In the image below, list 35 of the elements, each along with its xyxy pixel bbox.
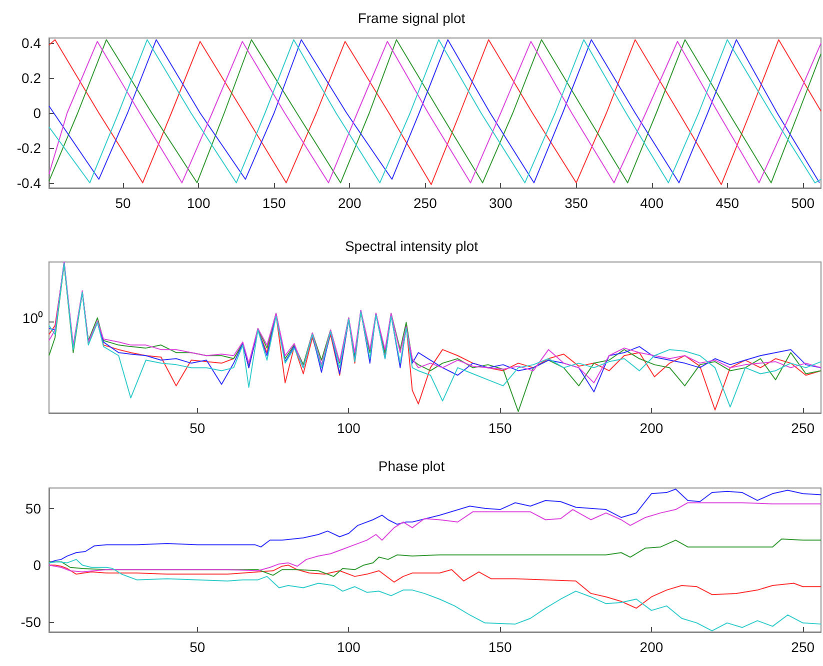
x-tick-label: 200 <box>640 639 664 655</box>
chart-title: Frame signal plot <box>358 10 466 26</box>
y-tick-label: 0.4 <box>22 35 42 52</box>
x-tick-label: 250 <box>414 195 438 211</box>
x-tick-label: 50 <box>115 195 132 211</box>
x-tick-label: 250 <box>791 420 815 436</box>
x-tick-label: 250 <box>791 639 815 655</box>
x-tick-label: 100 <box>337 639 361 655</box>
chart-title: Spectral intensity plot <box>344 238 478 254</box>
x-tick-label: 100 <box>337 420 361 436</box>
y-tick-label: 0 <box>33 105 42 121</box>
y-tick-label: -0.2 <box>16 140 42 156</box>
x-tick-label: 200 <box>640 420 664 436</box>
x-tick-label: 50 <box>190 420 206 436</box>
line-series <box>48 564 822 609</box>
x-tick-label: 500 <box>791 195 815 211</box>
x-tick-label: 450 <box>716 195 740 211</box>
x-tick-label: 100 <box>186 195 210 211</box>
x-tick-label: 150 <box>488 420 512 436</box>
chart-title: Phase plot <box>378 458 445 474</box>
x-tick-label: 150 <box>488 639 512 655</box>
y-tick-label: 0 <box>33 557 42 574</box>
line-series <box>48 488 822 564</box>
y-tick-label: -0.4 <box>16 174 42 191</box>
text: 10⁰ <box>22 310 44 326</box>
x-tick-label: 150 <box>262 195 286 211</box>
y-tick-label: 0.2 <box>22 70 42 86</box>
x-tick-label: 50 <box>190 639 206 655</box>
y-tick-label: 50 <box>25 500 42 516</box>
x-tick-label: 400 <box>640 195 664 211</box>
y-tick-label: -50 <box>20 614 42 630</box>
x-tick-label: 300 <box>489 195 513 211</box>
line-series <box>48 502 822 572</box>
x-tick-label: 200 <box>338 195 362 211</box>
x-tick-label: 350 <box>564 195 588 211</box>
